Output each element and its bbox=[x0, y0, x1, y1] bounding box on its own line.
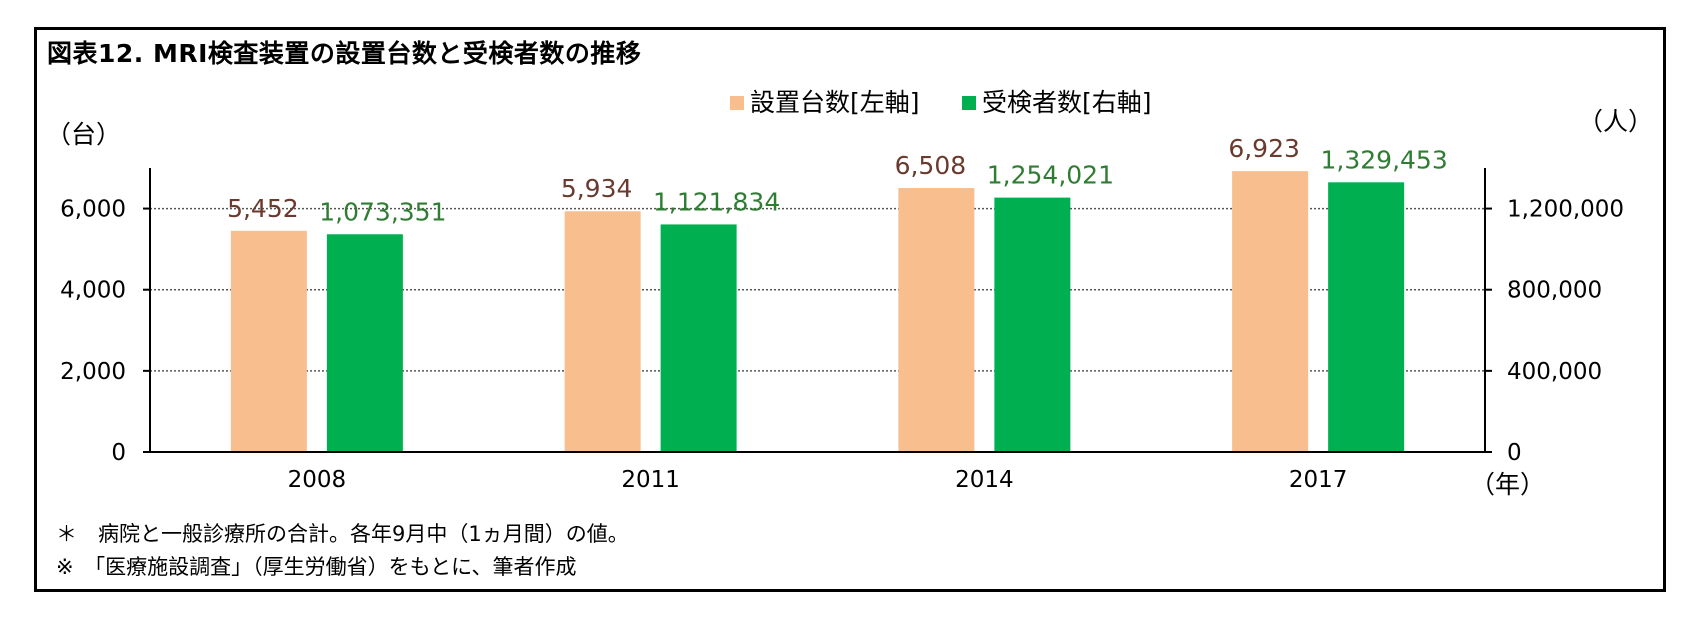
legend-label: 設置台数[左軸] bbox=[750, 88, 920, 117]
left-tick-label: 0 bbox=[111, 440, 126, 466]
bar bbox=[1232, 171, 1309, 452]
footnote-1: ＊ 病院と一般診療所の合計。各年9月中（1ヵ月間）の値。 bbox=[56, 522, 629, 546]
data-label: 1,329,453 bbox=[1321, 145, 1448, 174]
right-axis-unit: （人） bbox=[1578, 107, 1653, 136]
chart-title: 図表12. MRI検査装置の設置台数と受検者数の推移 bbox=[47, 39, 642, 68]
data-label: 5,934 bbox=[561, 174, 633, 203]
chart-frame bbox=[34, 27, 1666, 592]
left-tick-label: 6,000 bbox=[60, 197, 126, 223]
legend-label: 受検者数[右軸] bbox=[982, 88, 1152, 117]
data-label: 5,452 bbox=[227, 194, 299, 223]
x-tick-label: 2011 bbox=[621, 467, 680, 493]
footnote-2: ※ 「医療施設調査」（厚生労働省）をもとに、筆者作成 bbox=[56, 555, 577, 579]
legend-swatch bbox=[962, 96, 976, 110]
x-tick-label: 2014 bbox=[955, 467, 1014, 493]
data-label: 1,254,021 bbox=[987, 161, 1114, 190]
footnotes: ＊ 病院と一般診療所の合計。各年9月中（1ヵ月間）の値。 ※ 「医療施設調査」（… bbox=[56, 518, 629, 584]
bar bbox=[564, 211, 641, 452]
legend-swatch bbox=[730, 96, 744, 110]
bar bbox=[898, 187, 975, 453]
data-label: 6,923 bbox=[1228, 134, 1300, 163]
bar bbox=[1328, 182, 1405, 452]
x-tick-label: 2008 bbox=[288, 467, 347, 493]
bar bbox=[230, 230, 307, 452]
right-tick-label: 800,000 bbox=[1507, 278, 1602, 304]
x-tick-label: 2017 bbox=[1289, 467, 1348, 493]
left-tick-label: 2,000 bbox=[60, 359, 126, 385]
right-tick-label: 400,000 bbox=[1507, 359, 1602, 385]
bar bbox=[994, 197, 1071, 452]
bar bbox=[660, 224, 737, 452]
left-tick-label: 4,000 bbox=[60, 278, 126, 304]
data-label: 6,508 bbox=[895, 151, 967, 180]
right-tick-label: 0 bbox=[1507, 440, 1522, 466]
data-label: 1,121,834 bbox=[653, 187, 780, 216]
bar bbox=[326, 234, 403, 452]
right-tick-label: 1,200,000 bbox=[1507, 197, 1624, 223]
x-axis-unit: （年） bbox=[1470, 470, 1545, 499]
left-axis-unit: （台） bbox=[46, 120, 121, 149]
data-label: 1,073,351 bbox=[319, 197, 446, 226]
